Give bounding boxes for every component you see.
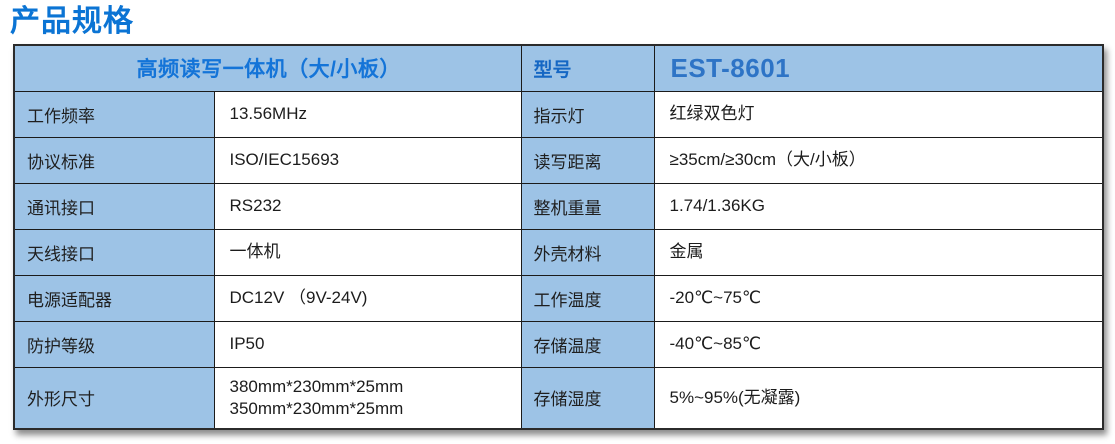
spec-value-cell: 5%~95%(无凝露)	[653, 366, 1104, 430]
table-row: 协议标准 ISO/IEC15693 读写距离 ≥35cm/≥30cm（大/小板）	[13, 136, 1104, 184]
table-row: 工作频率 13.56MHz 指示灯 红绿双色灯	[13, 90, 1104, 138]
spec-label-cell: 工作温度	[520, 274, 655, 322]
model-value-header: EST-8601	[653, 44, 1104, 92]
table-row: 天线接口 一体机 外壳材料 金属	[13, 228, 1104, 276]
spec-value-cell: DC12V （9V-24V)	[213, 274, 522, 322]
spec-value-cell: RS232	[213, 182, 522, 230]
spec-label-cell: 外壳材料	[520, 228, 655, 276]
product-spec-table: 高频读写一体机（大/小板） 型号 EST-8601 工作频率 13.56MHz 指示…	[13, 44, 1104, 430]
table-header-row: 高频读写一体机（大/小板） 型号 EST-8601	[13, 44, 1104, 92]
table-row: 防护等级 IP50 存储温度 -40℃~85℃	[13, 320, 1104, 368]
spec-label-cell: 指示灯	[520, 90, 655, 138]
spec-label-cell: 电源适配器	[13, 274, 215, 322]
page-title: 产品规格	[10, 5, 134, 38]
spec-value-cell: ISO/IEC15693	[213, 136, 522, 184]
spec-value-cell: 13.56MHz	[213, 90, 522, 138]
table-row: 通讯接口 RS232 整机重量 1.74/1.36KG	[13, 182, 1104, 230]
spec-value-cell: 1.74/1.36KG	[653, 182, 1104, 230]
spec-value-cell: 一体机	[213, 228, 522, 276]
spec-value-cell: 380mm*230mm*25mm 350mm*230mm*25mm	[213, 366, 522, 430]
spec-value-cell: -40℃~85℃	[653, 320, 1104, 368]
spec-label-cell: 存储温度	[520, 320, 655, 368]
spec-label-cell: 协议标准	[13, 136, 215, 184]
spec-label-cell: 防护等级	[13, 320, 215, 368]
spec-value-cell: ≥35cm/≥30cm（大/小板）	[653, 136, 1104, 184]
model-label-header: 型号	[520, 44, 655, 92]
spec-value-cell: -20℃~75℃	[653, 274, 1104, 322]
spec-label-cell: 外形尺寸	[13, 366, 215, 430]
spec-label-cell: 读写距离	[520, 136, 655, 184]
spec-value-cell: IP50	[213, 320, 522, 368]
product-name-header: 高频读写一体机（大/小板）	[13, 44, 522, 92]
spec-label-cell: 通讯接口	[13, 182, 215, 230]
spec-value-cell: 金属	[653, 228, 1104, 276]
spec-table-body: 工作频率 13.56MHz 指示灯 红绿双色灯 协议标准 ISO/IEC15693 读写距离…	[13, 90, 1104, 430]
spec-label-cell: 整机重量	[520, 182, 655, 230]
spec-label-cell: 工作频率	[13, 90, 215, 138]
spec-label-cell: 存储湿度	[520, 366, 655, 430]
spec-label-cell: 天线接口	[13, 228, 215, 276]
table-row: 外形尺寸 380mm*230mm*25mm 350mm*230mm*25mm 存储湿…	[13, 366, 1104, 430]
table-row: 电源适配器 DC12V （9V-24V) 工作温度 -20℃~75℃	[13, 274, 1104, 322]
spec-value-cell: 红绿双色灯	[653, 90, 1104, 138]
